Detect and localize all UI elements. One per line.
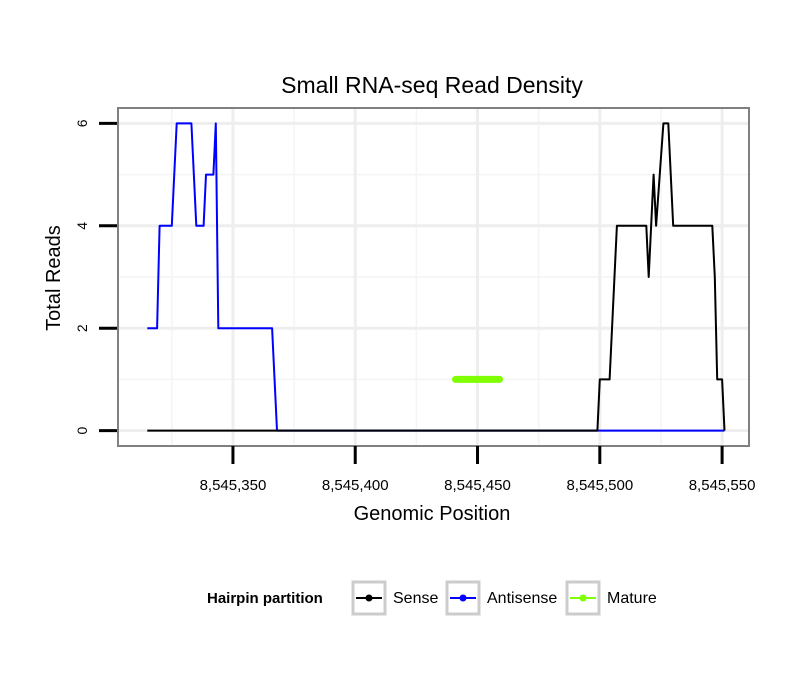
legend-title: Hairpin partition xyxy=(207,590,323,607)
x-axis-label: Genomic Position xyxy=(354,503,511,525)
legend-key-point xyxy=(459,594,467,602)
x-tick-label: 8,545,350 xyxy=(200,477,267,494)
y-axis-label: Total Reads xyxy=(43,225,65,331)
y-tick-label: 0 xyxy=(74,426,90,434)
plot-border xyxy=(117,107,750,447)
legend-label: Antisense xyxy=(487,590,557,607)
chart-title: Small RNA-seq Read Density xyxy=(281,72,583,98)
legend: Hairpin partition Sense Antisense Mature xyxy=(207,580,657,616)
legend-label: Mature xyxy=(607,590,657,607)
y-tick-label: 6 xyxy=(74,119,90,127)
legend-key-point xyxy=(579,594,587,602)
y-tick-label: 4 xyxy=(74,222,90,230)
legend-label: Sense xyxy=(393,590,438,607)
y-axis-ticks: 0 2 4 6 xyxy=(74,119,117,434)
legend-keys: Sense Antisense Mature xyxy=(351,580,657,616)
x-tick-label: 8,545,550 xyxy=(689,477,756,494)
series-line-antisense xyxy=(147,122,725,432)
x-tick-label: 8,545,450 xyxy=(444,477,511,494)
series-layer xyxy=(147,122,726,432)
legend-key-point xyxy=(365,594,373,602)
series-line-sense xyxy=(147,122,726,432)
x-axis-ticks: 8,545,350 8,545,400 8,545,450 8,545,500 8,54… xyxy=(200,446,756,494)
x-tick-label: 8,545,500 xyxy=(566,477,633,494)
x-tick-label: 8,545,400 xyxy=(322,477,389,494)
y-tick-label: 2 xyxy=(74,324,90,332)
